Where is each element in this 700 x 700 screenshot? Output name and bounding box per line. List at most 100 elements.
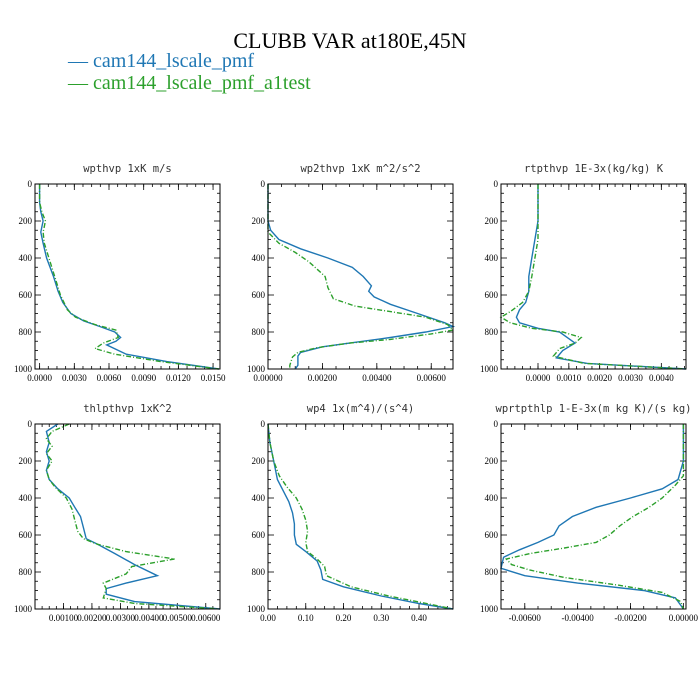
x-tick-label: 0.0040 [649,373,674,383]
x-tick-label: 0.10 [298,613,314,623]
y-tick-label: 200 [485,456,499,466]
panel-title: wp2thvp 1xK m^2/s^2 [300,163,420,175]
x-tick-label: 0.00600 [191,613,221,623]
x-tick-label: 0.00200 [308,373,338,383]
y-tick-label: 400 [485,253,499,263]
y-tick-label: 0 [494,419,499,429]
y-tick-label: 400 [252,493,266,503]
series-line-2 [38,184,219,370]
plot-frame [34,183,221,370]
legend-item-cam144-lscale-pmf: — cam144_lscale_pmf [68,50,254,73]
y-tick-label: 600 [252,290,266,300]
x-tick-label: 0.0000 [526,373,551,383]
plot-frame [500,423,687,610]
x-tick-label: 0.40 [411,613,427,623]
panel-title: thlpthvp 1xK^2 [83,403,172,415]
series-line-1 [38,184,219,370]
y-tick-label: 400 [19,253,33,263]
panel-title: wprtpthlp 1-E-3x(m kg K)/(s kg) [496,403,692,415]
panel-title: wp4 1x(m^4)/(s^4) [307,403,414,415]
y-tick-label: 400 [19,493,33,503]
y-tick-label: 800 [19,567,33,577]
y-tick-label: 200 [252,456,266,466]
y-tick-label: 0 [261,179,266,189]
x-tick-label: 0.00500 [163,613,193,623]
plot-frame [267,183,454,370]
series-line-2 [504,424,685,610]
x-tick-label: 0.00100 [49,613,79,623]
panel-title: wpthvp 1xK m/s [83,163,172,175]
y-tick-label: 400 [252,253,266,263]
x-tick-label: 0.0090 [131,373,156,383]
plot-frame [34,423,221,610]
series-line-2 [267,184,455,369]
x-tick-label: 0.0120 [166,373,191,383]
x-tick-label: 0.30 [373,613,389,623]
chart-panel-2: wp2thvp 1xK m^2/s^2020040060080010000.00… [247,163,456,383]
chart-panel-6: wprtpthlp 1-E-3x(m kg K)/(s kg) 0 200 400 60… [480,403,698,623]
y-tick-label: 200 [252,216,266,226]
x-tick-label: 0.0150 [201,373,226,383]
series-line-1 [267,423,454,610]
plot-frame [267,423,454,610]
chart-panel-3: rtpthvp 1E-3x(kg/kg) K 0 200 400 600 800 1000 0… [480,163,687,383]
y-tick-label: 200 [19,456,33,466]
y-tick-label: 600 [485,290,499,300]
legend-line-sample: — [68,50,93,72]
x-tick-label: -0.00400 [562,613,595,623]
y-tick-label: 600 [485,530,499,540]
series-line-1 [267,184,456,370]
x-tick-label: 0.0060 [97,373,122,383]
x-tick-label: 0.0030 [618,373,643,383]
series-line-1 [515,184,687,370]
x-tick-label: 0.0000 [27,373,52,383]
y-tick-label: 1000 [247,364,266,374]
x-tick-label: 0.0010 [556,373,581,383]
x-tick-label: 0.20 [336,613,352,623]
y-tick-label: 400 [485,493,499,503]
page-title: CLUBB VAR at180E,45N [233,28,467,53]
y-tick-label: 0 [28,179,33,189]
legend-label: cam144_lscale_pmf_a1test [93,72,311,94]
y-tick-label: 800 [485,567,499,577]
x-tick-label: -0.00600 [509,613,542,623]
x-tick-label: 0.00600 [417,373,447,383]
y-tick-label: 1000 [480,604,499,614]
y-tick-label: 1000 [480,364,499,374]
x-tick-label: 0.00000 [253,373,283,383]
y-tick-label: 1000 [14,364,33,374]
y-tick-label: 600 [19,290,33,300]
y-tick-label: 0 [28,419,33,429]
panel-title: rtpthvp 1E-3x(kg/kg) K [524,163,664,175]
y-tick-label: 0 [261,419,266,429]
y-tick-label: 200 [19,216,33,226]
series-line-1 [45,423,221,610]
y-tick-label: 200 [485,216,499,226]
y-tick-label: 1000 [14,604,33,614]
x-tick-label: 0.00300 [106,613,136,623]
y-tick-label: 1000 [247,604,266,614]
x-tick-label: 0.0020 [587,373,612,383]
legend-label: cam144_lscale_pmf [93,50,255,72]
y-tick-label: 600 [252,530,266,540]
x-tick-label: 0.00400 [134,613,164,623]
series-line-2 [45,423,221,610]
y-tick-label: 800 [252,327,266,337]
legend-item-cam144-lscale-pmf-a1test: — cam144_lscale_pmf_a1test [68,72,311,95]
x-tick-label: -0.00200 [614,613,647,623]
series-line-2 [267,423,454,610]
y-tick-label: 0 [494,179,499,189]
x-tick-label: 0.00 [260,613,276,623]
y-tick-label: 800 [252,567,266,577]
x-tick-label: 0.00200 [77,613,107,623]
y-tick-label: 600 [19,530,33,540]
legend-line-sample: — [68,72,93,94]
series-line-1 [500,424,685,610]
plot-frame [500,183,687,370]
y-tick-label: 800 [485,327,499,337]
x-tick-label: 0.00400 [362,373,392,383]
